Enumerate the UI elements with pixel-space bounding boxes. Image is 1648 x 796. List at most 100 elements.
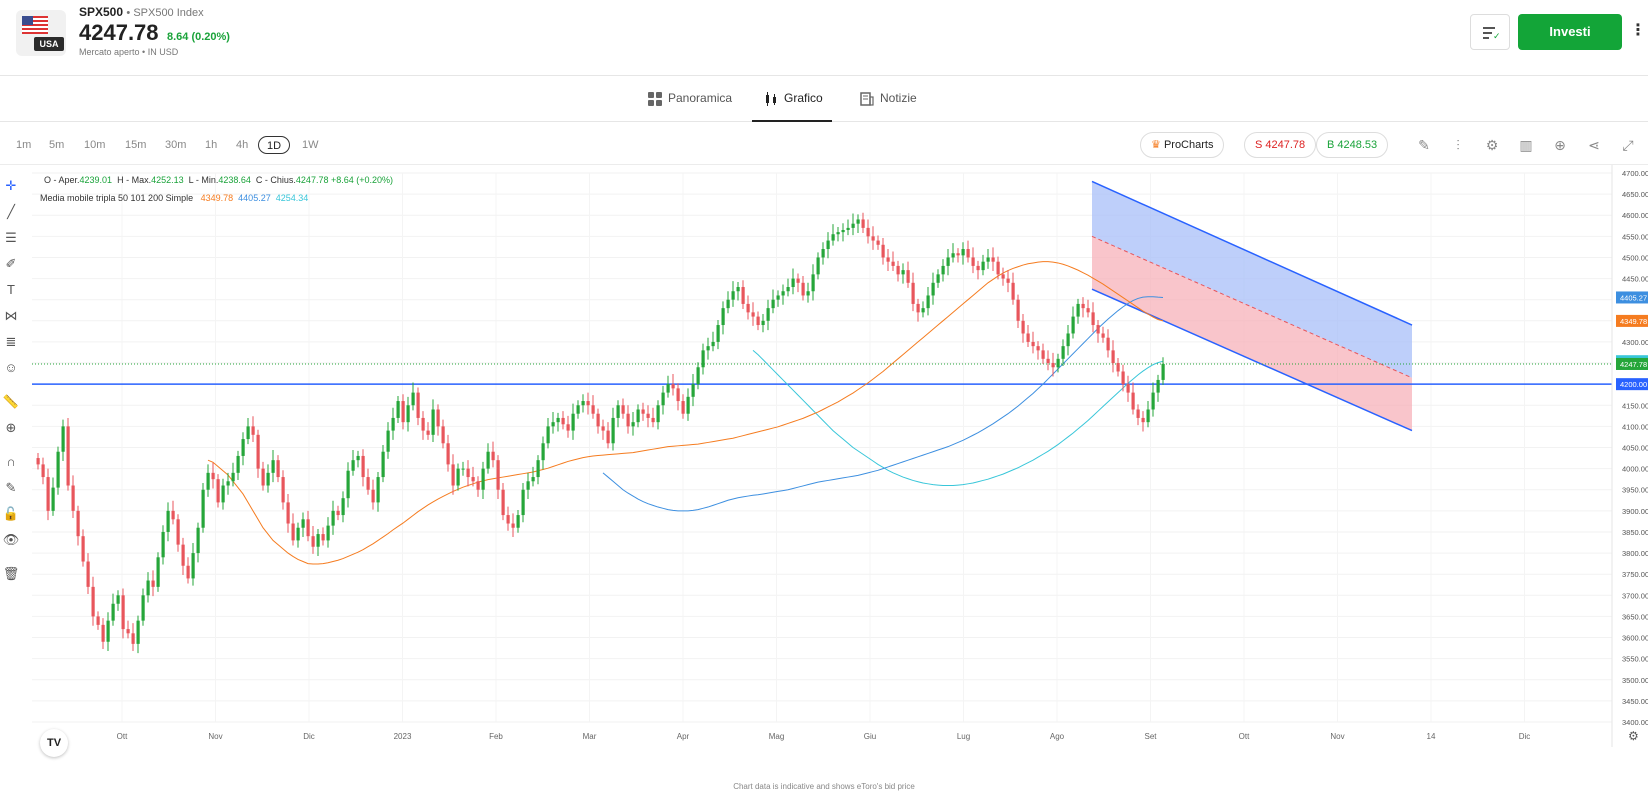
x-tick-label: Mar [583, 732, 597, 741]
candle-body [777, 295, 780, 299]
open-label: O - Aper. [44, 175, 80, 185]
timeframe-1w[interactable]: 1W [302, 136, 319, 154]
candle-body [87, 562, 90, 587]
trendline-icon[interactable]: ╱ [2, 203, 20, 221]
share-icon[interactable]: ⋖ [1585, 136, 1603, 154]
candle-body [807, 291, 810, 295]
x-tick-label: Giu [864, 732, 876, 741]
invest-button[interactable]: Investi [1518, 14, 1622, 50]
candle-body [192, 553, 195, 578]
timeframe-1h[interactable]: 1h [205, 136, 217, 154]
tab-grafico[interactable]: Grafico [752, 77, 832, 122]
candle-body [902, 270, 905, 274]
candle-body [137, 621, 140, 644]
candle-body [552, 422, 555, 426]
candle-body [1027, 333, 1030, 341]
ma200-value: 4254.34 [276, 193, 309, 203]
price-tag-label: 4247.78 [1620, 360, 1647, 369]
x-tick-label: Dic [303, 732, 315, 741]
indicators-icon[interactable]: ⫶ [1449, 136, 1467, 154]
fullscreen-icon[interactable]: ⤢ [1619, 136, 1637, 154]
sell-price-button[interactable]: S 4247.78 [1244, 132, 1316, 158]
settings-icon[interactable]: ⚙ [1483, 136, 1501, 154]
tradingview-logo[interactable]: TV [40, 729, 68, 757]
low-label: L - Min. [189, 175, 219, 185]
procharts-button[interactable]: ♛ ProCharts [1140, 132, 1224, 158]
candle-body [457, 469, 460, 486]
candle-body [282, 477, 285, 502]
price-line: 4247.78 8.64 (0.20%) [79, 20, 230, 46]
emoji-icon[interactable]: ☺ [2, 359, 20, 377]
candle-body [122, 595, 125, 629]
chart-area[interactable]: Ott Nov Dic 2023 Feb Mar Apr Mag Giu Lug Ago Set Ott… [0, 164, 1648, 780]
bars-icon[interactable]: ▥ [1517, 136, 1535, 154]
candle-body [852, 224, 855, 228]
candle-body [187, 566, 190, 579]
y-tick-label: 4600.00 [1622, 211, 1648, 220]
timeframe-1m[interactable]: 1m [16, 136, 31, 154]
candle-body [1007, 279, 1010, 283]
pencil-icon[interactable]: ✎ [1415, 136, 1433, 154]
eye-icon[interactable]: 👁 [2, 531, 20, 549]
candle-body [297, 528, 300, 541]
brush-icon[interactable]: ✐ [2, 255, 20, 273]
timeframe-30m[interactable]: 30m [165, 136, 186, 154]
candle-body [1107, 338, 1110, 351]
timeframe-1d[interactable]: 1D [258, 136, 290, 154]
timeframe-15m[interactable]: 15m [125, 136, 146, 154]
candle-body [427, 431, 430, 435]
candle-body [1062, 346, 1065, 359]
ruler-icon[interactable]: 📏 [2, 393, 20, 411]
lock-icon[interactable]: 🔓 [2, 505, 20, 523]
candle-body [692, 384, 695, 397]
tab-notizie[interactable]: Notizie [860, 77, 917, 122]
axis-settings-icon: ⚙ [1628, 729, 1639, 743]
price-chart[interactable]: Ott Nov Dic 2023 Feb Mar Apr Mag Giu Lug Ago Set Ott… [0, 165, 1648, 781]
candle-body [802, 283, 805, 296]
candle-body [957, 253, 960, 255]
candle-body [632, 422, 635, 426]
candle-body [147, 581, 150, 596]
candle-body [1032, 342, 1035, 346]
candle-body [532, 477, 535, 481]
crosshair-icon[interactable]: ✛ [2, 177, 20, 195]
candle-body [972, 257, 975, 265]
lock-drawing-icon[interactable]: ✎ [2, 479, 20, 497]
zoom-icon[interactable]: ⊕ [2, 419, 20, 437]
candle-body [847, 228, 850, 230]
symbol: SPX500 [79, 5, 123, 19]
candle-body [762, 321, 765, 325]
x-tick-label: Feb [489, 732, 503, 741]
more-icon[interactable]: ⋮ [1630, 18, 1642, 46]
candle-body [987, 257, 990, 261]
watchlist-button[interactable]: ✓ [1470, 14, 1510, 50]
text-icon[interactable]: T [2, 281, 20, 299]
measure-lines-icon[interactable]: ≣ [2, 333, 20, 351]
buy-price-button[interactable]: B 4248.53 [1316, 132, 1388, 158]
candle-body [397, 401, 400, 418]
candle-body [432, 409, 435, 434]
trash-icon[interactable]: 🗑 [2, 565, 20, 583]
pattern-icon[interactable]: ⋈ [2, 307, 20, 325]
candle-body [107, 621, 110, 642]
magnet-icon[interactable]: ∩ [2, 453, 20, 471]
candle-body [607, 431, 610, 444]
candle-body [1147, 409, 1150, 422]
candle-body [47, 477, 50, 511]
tab-panoramica[interactable]: Panoramica [648, 77, 732, 122]
y-tick-label: 4650.00 [1622, 190, 1648, 199]
candle-body [332, 511, 335, 526]
horizontal-lines-icon[interactable]: ☰ [2, 229, 20, 247]
timeframe-10m[interactable]: 10m [84, 136, 105, 154]
candle-body [377, 477, 380, 502]
candle-body [472, 477, 475, 481]
candle-body [367, 477, 370, 490]
candle-body [1142, 418, 1145, 422]
candle-body [452, 464, 455, 485]
candle-body [652, 418, 655, 422]
timeframe-4h[interactable]: 4h [236, 136, 248, 154]
add-icon[interactable]: ⊕ [1551, 136, 1569, 154]
candle-body [272, 460, 275, 473]
timeframe-5m[interactable]: 5m [49, 136, 64, 154]
candle-body [232, 473, 235, 481]
